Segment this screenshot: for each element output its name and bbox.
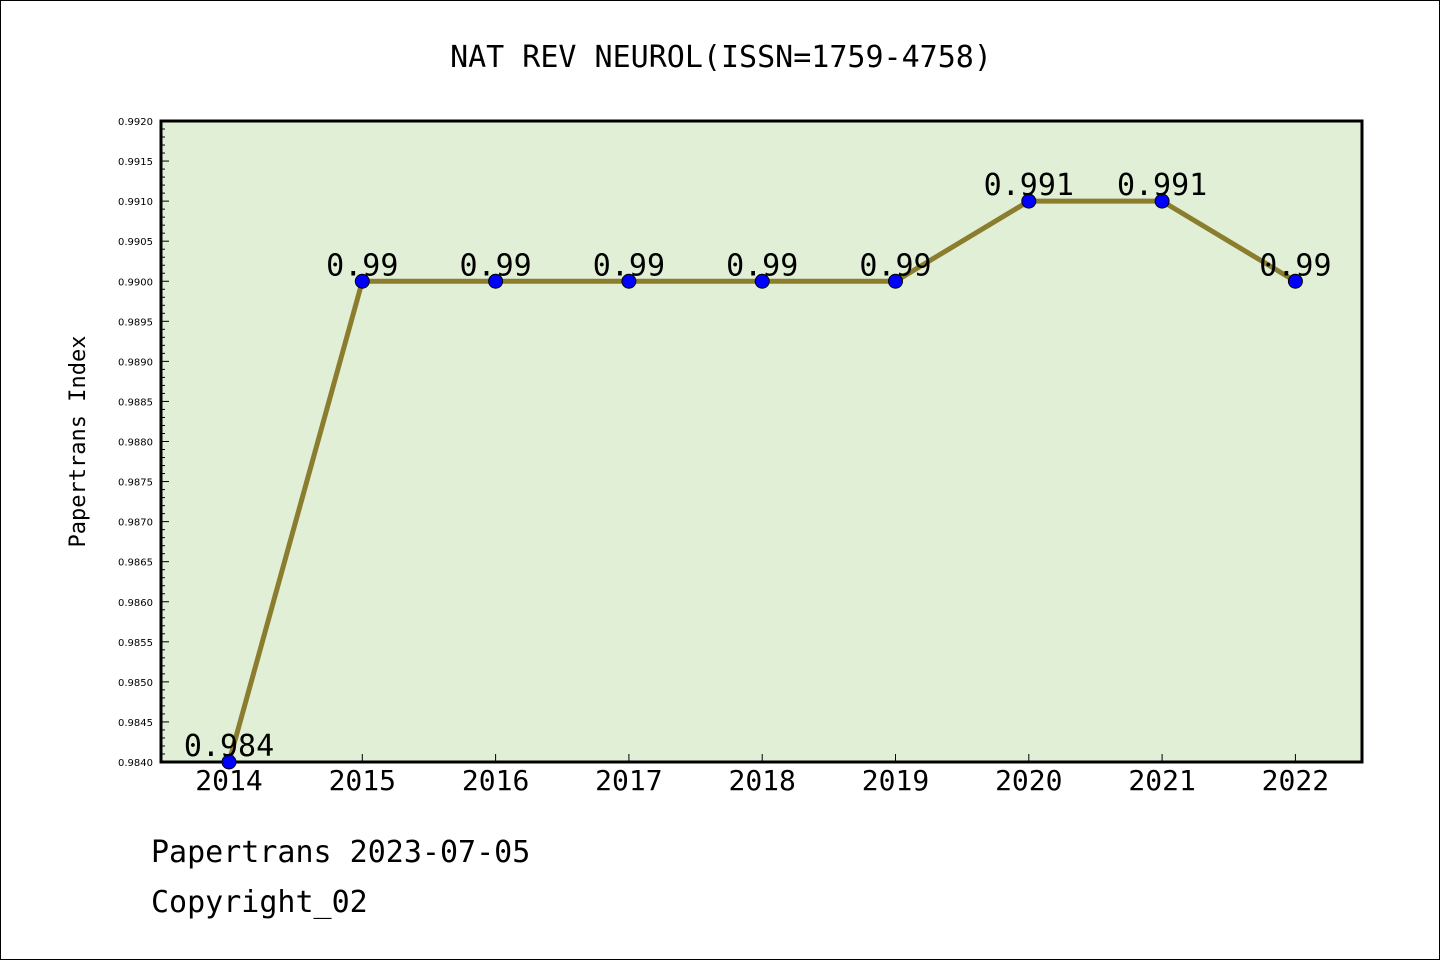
y-tick-label: 0.9905 <box>118 237 153 248</box>
data-label: 0.991 <box>984 168 1074 203</box>
y-tick-label: 0.9910 <box>118 197 153 208</box>
x-tick-label: 2019 <box>862 764 929 797</box>
data-point <box>1154 193 1170 209</box>
y-tick-label: 0.9875 <box>118 478 153 489</box>
data-label: 0.99 <box>459 248 531 283</box>
footer-date: Papertrans 2023-07-05 <box>151 835 531 870</box>
y-axis-label: Papertrans Index <box>66 336 91 548</box>
data-point <box>888 273 903 289</box>
chart-title: NAT REV NEUROL(ISSN=1759-4758) <box>450 40 992 75</box>
y-tick-label: 0.9920 <box>118 117 153 128</box>
y-tick-label: 0.9885 <box>118 397 153 408</box>
data-point <box>1287 273 1303 289</box>
x-tick-label: 2015 <box>329 764 396 797</box>
data-label: 0.99 <box>1259 248 1331 283</box>
y-tick-label: 0.9845 <box>118 718 153 729</box>
x-tick-label: 2017 <box>595 764 662 797</box>
y-tick-label: 0.9840 <box>118 758 153 769</box>
y-tick-label: 0.9915 <box>118 157 153 168</box>
y-tick-label: 0.9880 <box>118 438 153 449</box>
data-point <box>621 273 637 289</box>
y-tick-label: 0.9895 <box>118 317 153 328</box>
footer-copyright: Copyright_02 <box>151 885 368 920</box>
y-tick-label: 0.9900 <box>118 277 153 288</box>
data-point <box>1021 193 1037 209</box>
y-tick-label: 0.9850 <box>118 678 153 689</box>
data-label: 0.99 <box>593 248 665 283</box>
data-point <box>754 273 770 289</box>
x-tick-label: 2022 <box>1262 764 1329 797</box>
y-tick-label: 0.9870 <box>118 518 153 529</box>
data-label: 0.99 <box>326 248 398 283</box>
data-point <box>221 754 237 770</box>
x-tick-label: 2021 <box>1128 764 1195 797</box>
x-tick-label: 2020 <box>995 764 1062 797</box>
data-point <box>354 273 370 289</box>
data-label: 0.99 <box>726 248 798 283</box>
data-point <box>488 273 504 289</box>
x-tick-label: 2016 <box>462 764 529 797</box>
data-label: 0.99 <box>859 248 931 283</box>
data-label: 0.991 <box>1117 168 1207 203</box>
data-label: 0.984 <box>184 729 274 764</box>
plot-border <box>159 119 1364 764</box>
y-tick-label: 0.9860 <box>118 598 153 609</box>
y-tick-label: 0.9865 <box>118 558 153 569</box>
x-tick-label: 2018 <box>728 764 795 797</box>
y-tick-label: 0.9855 <box>118 638 153 649</box>
y-tick-label: 0.9890 <box>118 357 153 368</box>
plot-area <box>161 121 1362 762</box>
